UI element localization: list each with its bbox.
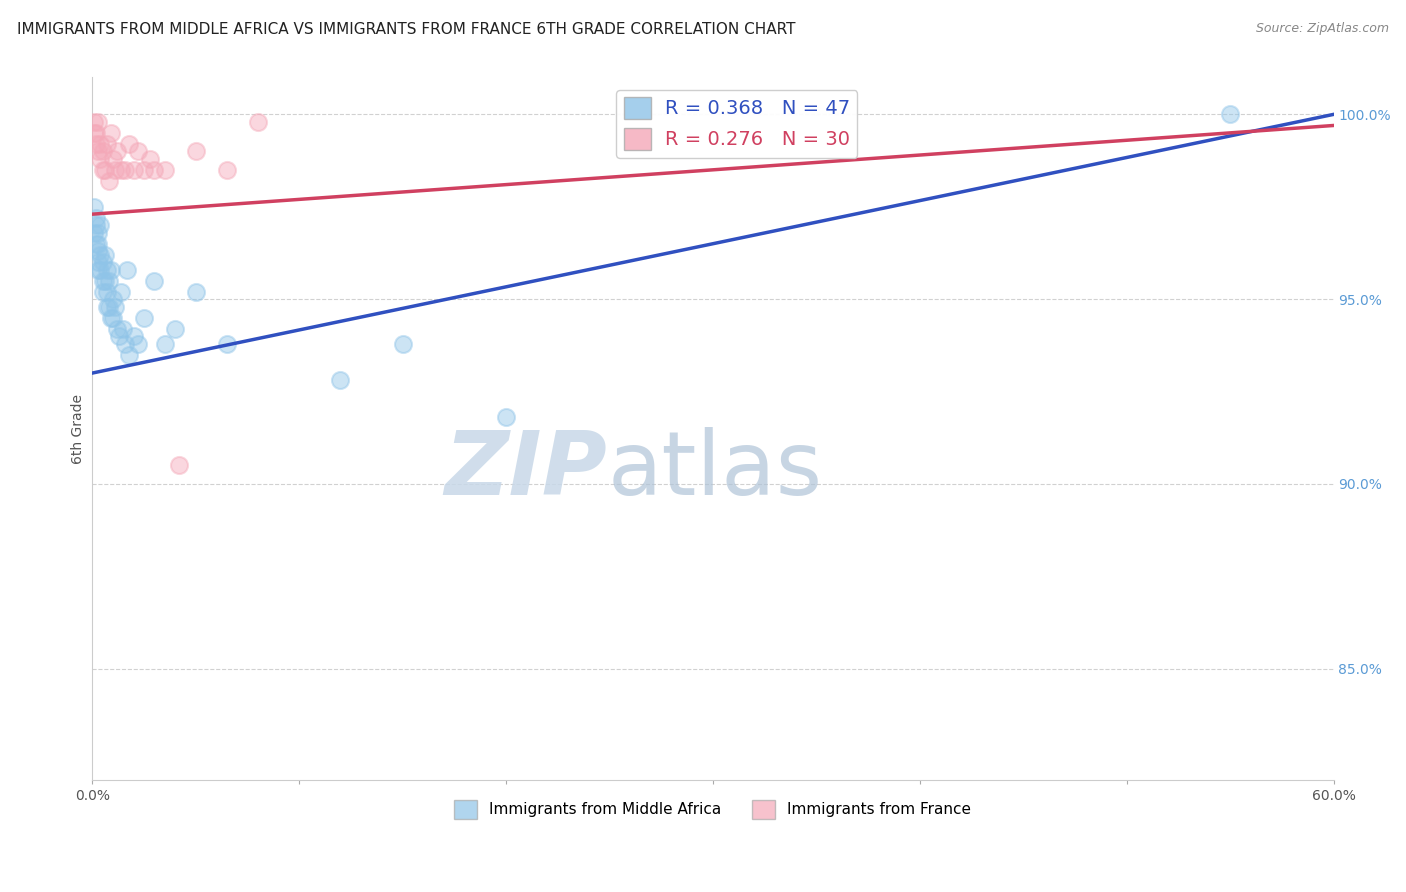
Point [495, 410, 517, 425]
Point [89, 248, 111, 262]
Point [184, 285, 207, 299]
Text: ZIP: ZIP [444, 427, 607, 514]
Point [83, 126, 105, 140]
Text: IMMIGRANTS FROM MIDDLE AFRICA VS IMMIGRANTS FROM FRANCE 6TH GRADE CORRELATION CH: IMMIGRANTS FROM MIDDLE AFRICA VS IMMIGRA… [17, 22, 796, 37]
Point [132, 162, 155, 177]
Point [87, 115, 110, 129]
Point [93, 248, 115, 262]
Point [87, 145, 110, 159]
Point [104, 162, 127, 177]
Point [96, 262, 118, 277]
Point [104, 300, 127, 314]
Point [117, 262, 139, 277]
Point [114, 162, 136, 177]
Point [91, 274, 114, 288]
Point [83, 115, 105, 129]
Point [112, 322, 135, 336]
Point [96, 285, 118, 299]
Point [184, 145, 207, 159]
Y-axis label: 6th Grade: 6th Grade [72, 393, 86, 464]
Point [91, 285, 114, 299]
Point [83, 200, 105, 214]
Point [86, 219, 108, 233]
Point [122, 162, 145, 177]
Point [100, 126, 122, 140]
Point [87, 255, 110, 269]
Point [89, 262, 111, 277]
Point [101, 152, 124, 166]
Point [215, 162, 238, 177]
Point [108, 329, 131, 343]
Point [153, 336, 176, 351]
Point [89, 152, 111, 166]
Point [87, 236, 110, 251]
Point [87, 226, 110, 240]
Point [86, 236, 108, 251]
Point [93, 162, 115, 177]
Point [329, 374, 352, 388]
Point [101, 292, 124, 306]
Point [91, 145, 114, 159]
Text: Source: ZipAtlas.com: Source: ZipAtlas.com [1256, 22, 1389, 36]
Point [143, 162, 166, 177]
Point [86, 126, 108, 140]
Point [91, 162, 114, 177]
Point [86, 211, 108, 225]
Point [105, 322, 128, 336]
Point [110, 162, 132, 177]
Point [87, 262, 110, 277]
Point [114, 336, 136, 351]
Point [96, 136, 118, 151]
Point [89, 219, 111, 233]
Point [246, 115, 269, 129]
Point [132, 310, 155, 325]
Point [127, 336, 149, 351]
Point [97, 174, 120, 188]
Point [215, 336, 238, 351]
Point [105, 145, 128, 159]
Point [143, 274, 166, 288]
Point [91, 255, 114, 269]
Legend: Immigrants from Middle Africa, Immigrants from France: Immigrants from Middle Africa, Immigrant… [449, 794, 977, 824]
Point [139, 152, 162, 166]
Point [101, 310, 124, 325]
Point [110, 285, 132, 299]
Point [118, 348, 141, 362]
Point [83, 226, 105, 240]
Point [118, 136, 141, 151]
Point [122, 329, 145, 343]
Point [86, 136, 108, 151]
Point [93, 274, 115, 288]
Point [100, 262, 122, 277]
Point [1219, 107, 1241, 121]
Point [167, 458, 190, 473]
Point [87, 244, 110, 259]
Point [391, 336, 413, 351]
Point [89, 136, 111, 151]
Text: atlas: atlas [607, 427, 823, 514]
Point [153, 162, 176, 177]
Point [163, 322, 186, 336]
Point [96, 300, 118, 314]
Point [97, 300, 120, 314]
Point [100, 310, 122, 325]
Point [127, 145, 149, 159]
Point [97, 274, 120, 288]
